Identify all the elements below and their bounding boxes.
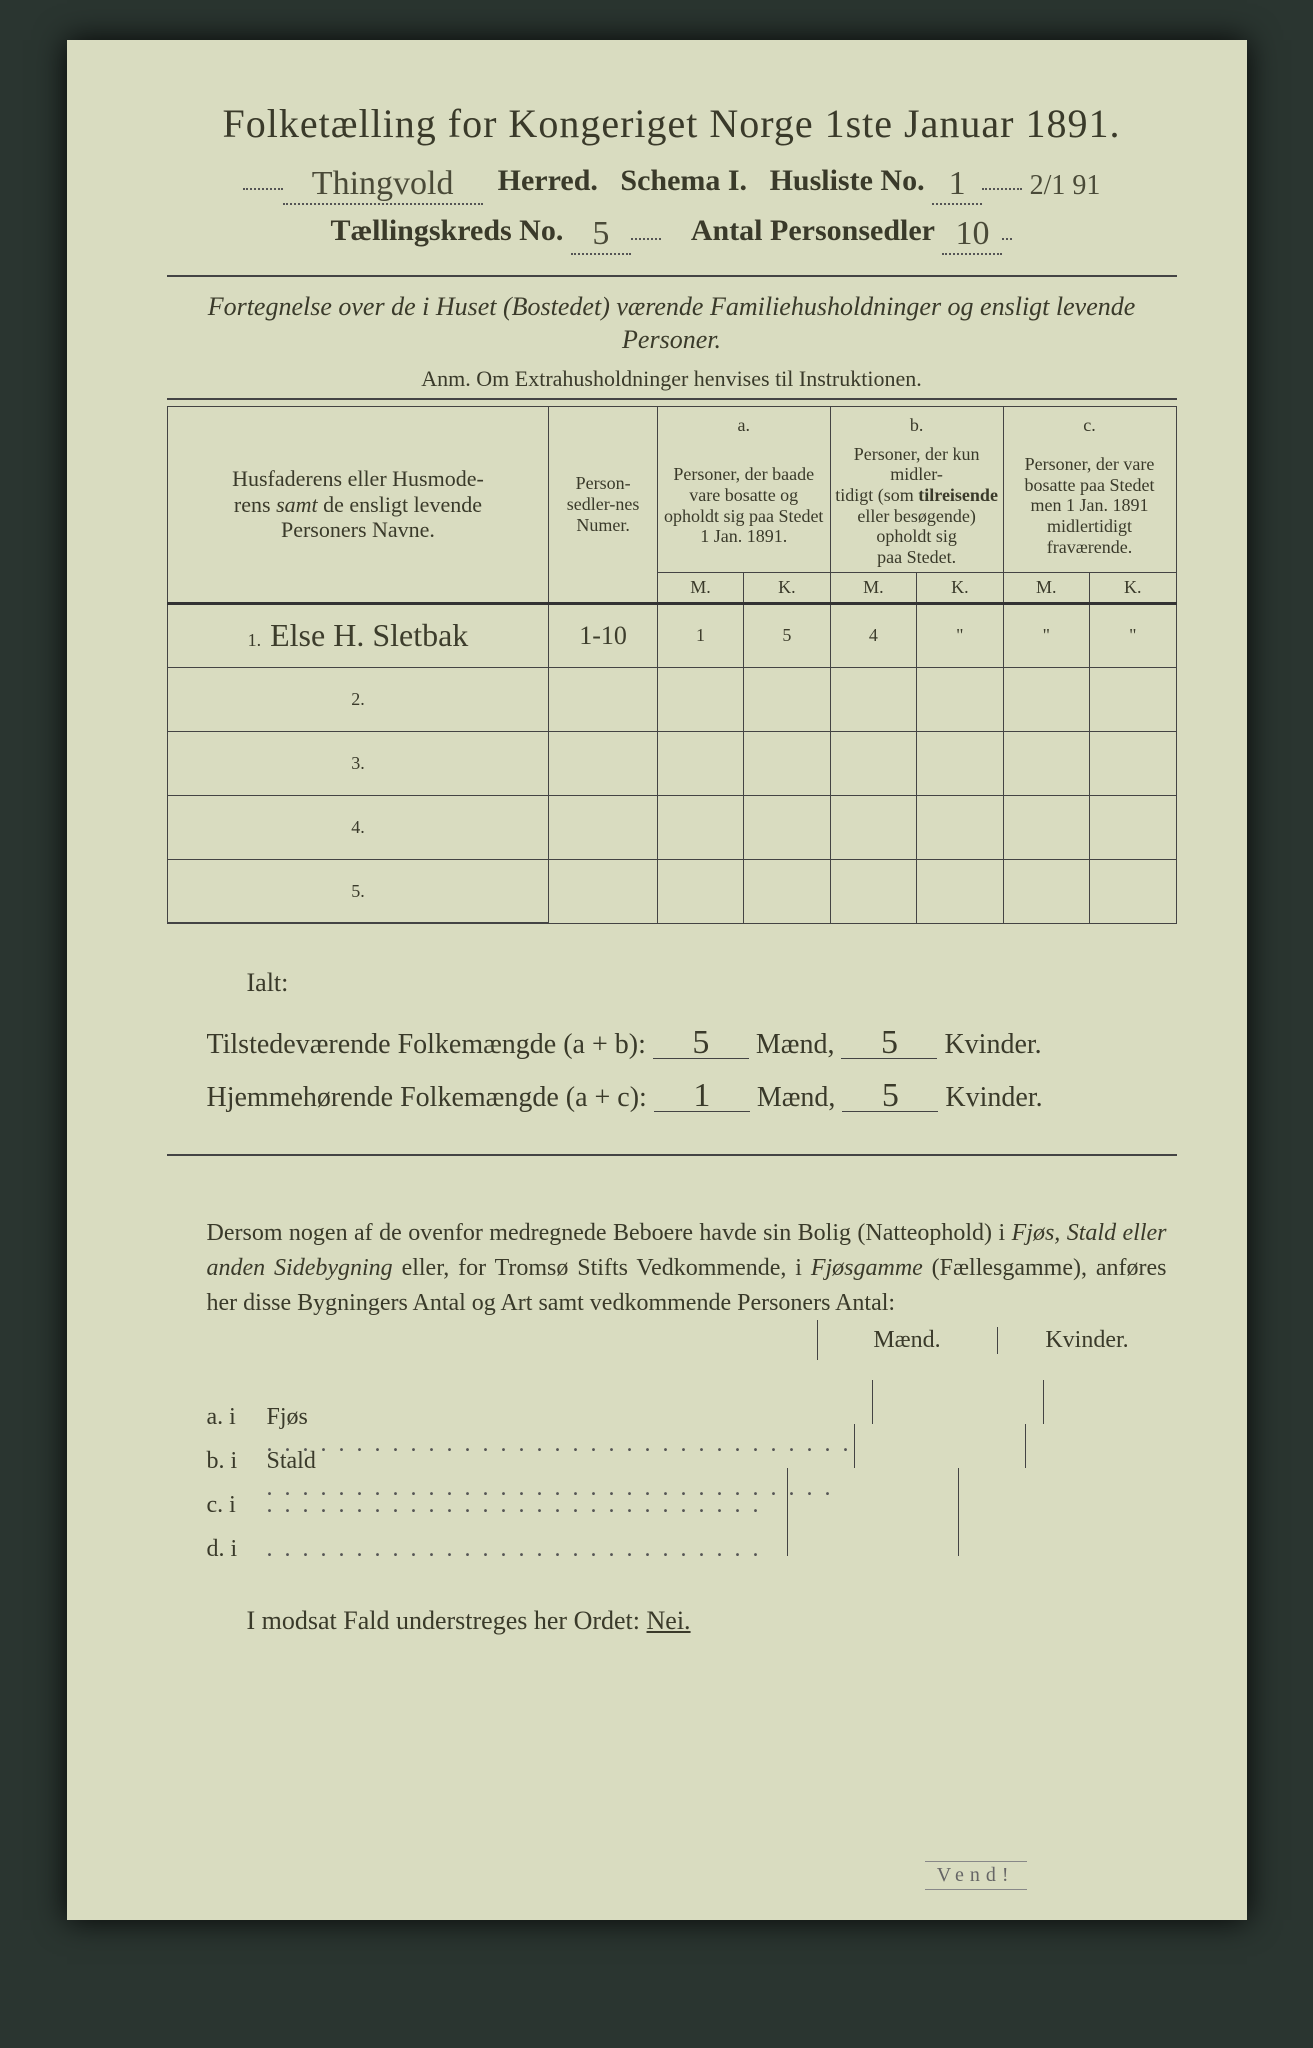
cell-name: 3. xyxy=(167,731,549,795)
table-row: 2. xyxy=(167,667,1176,731)
header-line-2: Thingvold Herred. Schema I. Husliste No.… xyxy=(167,161,1177,201)
cell: 1 xyxy=(657,603,743,667)
header-line-3: Tællingskreds No. 5 Antal Personsedler 1… xyxy=(167,211,1177,251)
cell-name: 4. xyxy=(167,795,549,859)
husliste-no: 1 xyxy=(932,165,982,205)
cell: " xyxy=(917,603,1003,667)
instruction-paragraph: Dersom nogen af de ovenfor medregnede Be… xyxy=(167,1216,1177,1320)
rule xyxy=(167,1154,1177,1156)
main-table: Husfaderens eller Husmode-rens samt de e… xyxy=(167,406,1177,924)
hdr-c: Personer, der vare bosatte paa Stedet me… xyxy=(1003,440,1176,573)
table-row: 3. xyxy=(167,731,1176,795)
cell: 5 xyxy=(744,603,830,667)
hdr-bk: K. xyxy=(917,572,1003,603)
hjemme-maend: 1 xyxy=(654,1081,750,1113)
nei-line: I modsat Fald understreges her Ordet: Ne… xyxy=(167,1606,1177,1636)
subtitle: Fortegnelse over de i Huset (Bostedet) v… xyxy=(167,291,1177,356)
ialt-label: Ialt: xyxy=(207,958,1177,1007)
kreds-label: Tællingskreds No. xyxy=(331,214,564,247)
hdr-am: M. xyxy=(657,572,743,603)
herred-label: Herred. xyxy=(498,164,598,197)
hdr-ck: K. xyxy=(1090,572,1176,603)
lower-hdr-maend: Mænd. xyxy=(818,1327,998,1354)
subtitle-block: Fortegnelse over de i Huset (Bostedet) v… xyxy=(167,291,1177,392)
anm-note: Anm. Om Extrahusholdninger henvises til … xyxy=(167,366,1177,392)
vend-label: Vend! xyxy=(925,1861,1027,1890)
antal-label: Antal Personsedler xyxy=(691,214,935,247)
totals-line-resident: Hjemmehørende Folkemængde (a + c): 1 Mæn… xyxy=(207,1071,1177,1124)
census-form-page: Folketælling for Kongeriget Norge 1ste J… xyxy=(67,40,1247,1920)
hdr-a: Personer, der baade vare bosatte og opho… xyxy=(657,440,830,573)
hdr-cm: M. xyxy=(1003,572,1089,603)
hdr-bm: M. xyxy=(830,572,916,603)
date-hw: 2/1 91 xyxy=(1030,170,1101,202)
kreds-no: 5 xyxy=(571,215,631,255)
cell: " xyxy=(1003,603,1089,667)
hdr-num: Person-sedler-nes Numer. xyxy=(549,407,657,604)
hdr-ak: K. xyxy=(744,572,830,603)
hdr-b: Personer, der kun midler-tidigt (som til… xyxy=(830,440,1003,573)
cell-num: 1-10 xyxy=(549,603,657,667)
cell-name: 5. xyxy=(167,859,549,923)
cell-name: 1. Else H. Sletbak xyxy=(167,603,549,667)
rule xyxy=(167,398,1177,400)
nei-word: Nei. xyxy=(647,1606,691,1635)
cell: 4 xyxy=(830,603,916,667)
totals-block: Ialt: Tilstedeværende Folkemængde (a + b… xyxy=(167,958,1177,1124)
antal-hw: 10 xyxy=(942,215,1002,255)
cell: " xyxy=(1090,603,1176,667)
hdr-b-top: b. xyxy=(830,407,1003,440)
schema-label: Schema I. xyxy=(620,164,747,197)
table-row: 5. xyxy=(167,859,1176,923)
rule xyxy=(167,275,1177,277)
hdr-a-top: a. xyxy=(657,407,830,440)
lower-section: Mænd. Kvinder. a. i Fjøs . . . . . . . .… xyxy=(167,1320,1177,1556)
herred-handwritten: Thingvold xyxy=(283,165,483,205)
hdr-c-top: c. xyxy=(1003,407,1176,440)
lower-hdr-kvinder: Kvinder. xyxy=(998,1327,1177,1354)
tilstede-maend: 5 xyxy=(653,1028,749,1060)
husliste-label: Husliste No. xyxy=(770,164,925,197)
hjemme-kvinder: 5 xyxy=(842,1081,938,1113)
cell-name: 2. xyxy=(167,667,549,731)
lower-row: a. i Fjøs . . . . . . . . . . . . . . . … xyxy=(207,1380,1177,1424)
table-row: 1. Else H. Sletbak 1-10 1 5 4 " " " xyxy=(167,603,1176,667)
totals-line-present: Tilstedeværende Folkemængde (a + b): 5 M… xyxy=(207,1018,1177,1071)
table-row: 4. xyxy=(167,795,1176,859)
lower-table: a. i Fjøs . . . . . . . . . . . . . . . … xyxy=(167,1380,1177,1556)
hdr-name: Husfaderens eller Husmode-rens samt de e… xyxy=(167,407,549,604)
tilstede-kvinder: 5 xyxy=(841,1028,937,1060)
page-title: Folketælling for Kongeriget Norge 1ste J… xyxy=(167,100,1177,147)
